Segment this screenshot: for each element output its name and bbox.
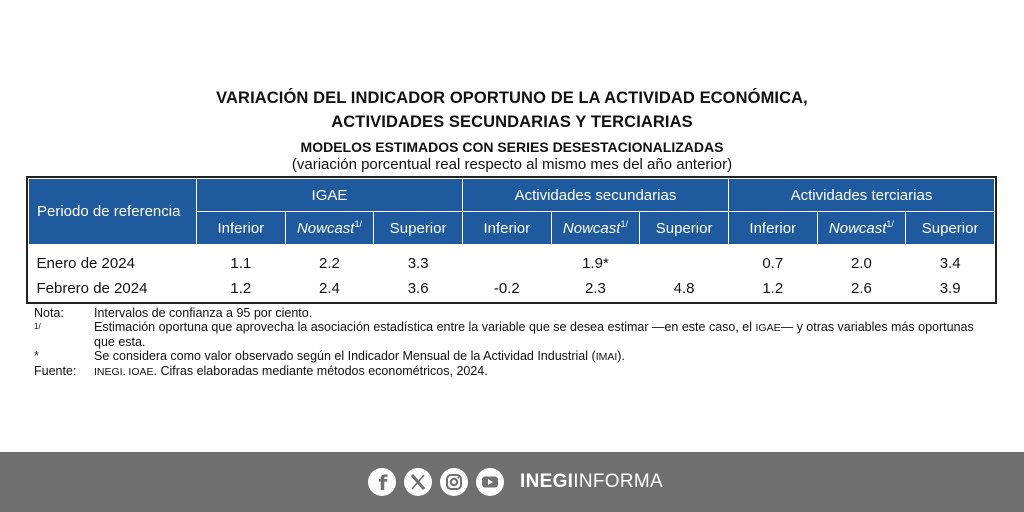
note-star: * Se considera como valor observado segú… <box>34 349 994 364</box>
data-table: Periodo de referencia IGAE Actividades s… <box>28 178 996 301</box>
row-period: Febrero de 2024 <box>36 279 148 297</box>
table-row: Febrero de 2024 1.2 2.4 3.6 -0.2 2.3 4.8… <box>29 275 995 301</box>
table-cell: 4.8 <box>673 279 695 297</box>
svg-text:f: f <box>379 471 388 495</box>
table-cell: -0.2 <box>493 279 520 297</box>
col-superior: Superior <box>373 211 463 245</box>
youtube-icon[interactable] <box>476 468 504 496</box>
table-cell: 1.2 <box>762 279 784 297</box>
brand-logo: INEGIINFORMA <box>520 471 663 492</box>
row-period: Enero de 2024 <box>36 254 135 272</box>
table-cell <box>640 245 729 276</box>
col-superior: Superior <box>639 211 729 245</box>
group-igae: IGAE <box>196 178 463 212</box>
subtitle: MODELOS ESTIMADOS CON SERIES DESESTACION… <box>300 139 724 155</box>
table-cell: 2.2 <box>319 254 340 272</box>
period-header: Periodo de referencia <box>28 178 197 245</box>
footer-bar: f INEGIINFORMA <box>0 452 1024 512</box>
title-line-1: VARIACIÓN DEL INDICADOR OPORTUNO DE LA A… <box>216 89 808 107</box>
x-icon[interactable] <box>404 468 432 496</box>
social-links: f INEGIINFORMA <box>368 468 663 496</box>
note-text: Intervalos de confianza a 95 por ciento. <box>94 306 313 320</box>
note-text: Se considera como valor observado según … <box>94 349 625 363</box>
notes-block: Nota: Intervalos de confianza a 95 por c… <box>34 306 994 379</box>
facebook-icon[interactable]: f <box>368 468 396 496</box>
col-superior: Superior <box>905 211 995 245</box>
table-cell: 3.3 <box>407 254 429 272</box>
title-line-2: ACTIVIDADES SECUNDARIAS Y TERCIARIAS <box>331 113 693 131</box>
table-cell: 2.3 <box>585 279 606 297</box>
col-inferior: Inferior <box>196 211 286 245</box>
group-secundarias: Actividades secundarias <box>461 178 729 212</box>
note-nota: Nota: Intervalos de confianza a 95 por c… <box>34 306 994 320</box>
note-text: Estimación oportuna que aprovecha la aso… <box>94 320 974 349</box>
table-cell: 1.2 <box>230 279 252 297</box>
note-fuente: Fuente: INEGI. IOAE. Cifras elaboradas m… <box>34 364 994 379</box>
table-cell: 1.1 <box>230 254 252 272</box>
table-cell: 3.4 <box>939 254 961 272</box>
note-key: * <box>34 349 39 363</box>
note-1: 1/ Estimación oportuna que aprovecha la … <box>34 320 994 349</box>
instagram-icon[interactable] <box>440 468 468 496</box>
col-nowcast: Nowcast1/ <box>550 211 641 245</box>
col-inferior: Inferior <box>461 211 552 245</box>
table-cell: 3.9 <box>939 279 961 297</box>
col-inferior: Inferior <box>727 211 818 245</box>
note-key: 1/ <box>34 322 41 331</box>
table-row: Enero de 2024 1.1 2.2 3.3 1.9* 0.7 2.0 3… <box>29 245 995 276</box>
title-block: VARIACIÓN DEL INDICADOR OPORTUNO DE LA A… <box>0 86 1024 174</box>
note-key: Fuente: <box>34 364 77 378</box>
col-nowcast: Nowcast1/ <box>816 211 907 245</box>
table-cell: 2.6 <box>850 279 872 297</box>
note-key: Nota: <box>34 306 64 320</box>
units-line: (variación porcentual real respecto al m… <box>291 156 733 173</box>
table-cell: 3.6 <box>407 279 429 297</box>
group-terciarias: Actividades terciarias <box>727 178 996 212</box>
table-cell: 0.7 <box>762 254 784 272</box>
note-text: INEGI. IOAE. Cifras elaboradas mediante … <box>94 364 488 378</box>
col-nowcast: Nowcast1/ <box>284 211 375 245</box>
table-cell: 2.0 <box>850 254 872 272</box>
table-cell: 1.9* <box>582 254 609 272</box>
table-cell <box>462 245 551 276</box>
table-cell: 2.4 <box>319 279 340 297</box>
